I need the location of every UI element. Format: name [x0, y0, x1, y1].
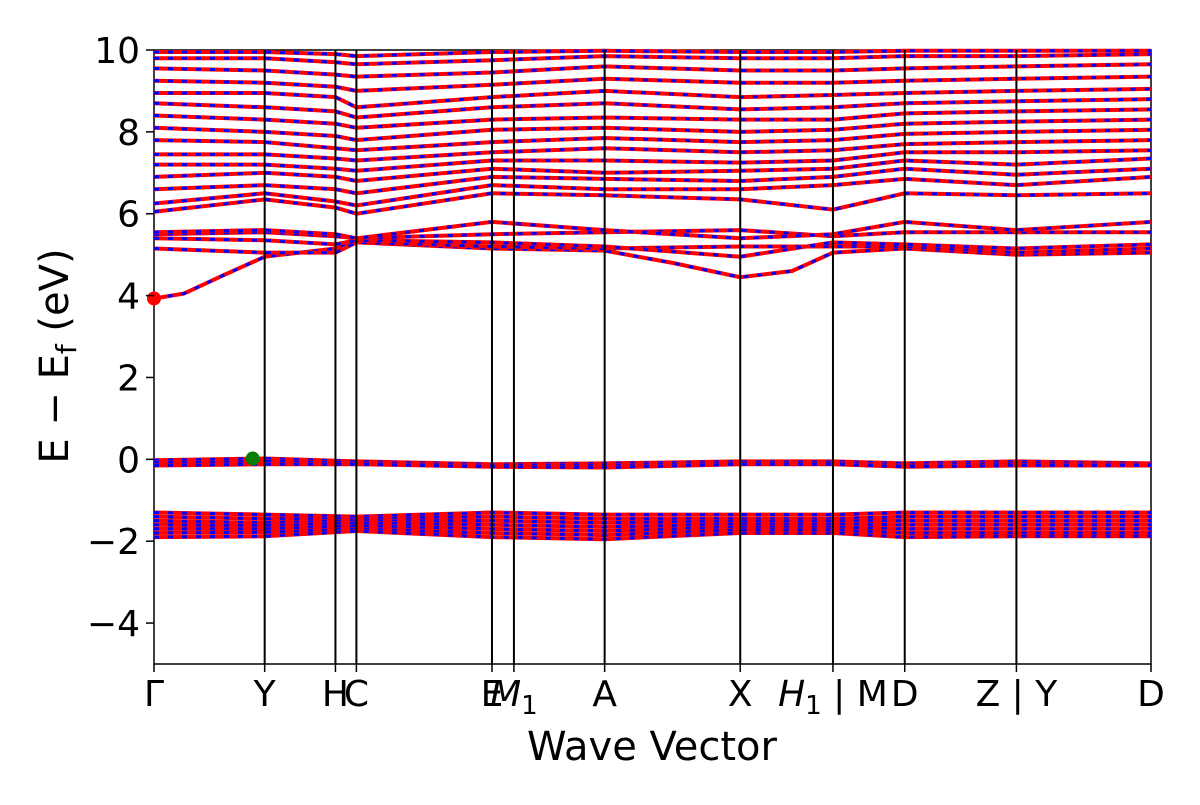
- band-line-dashed: [154, 524, 1151, 533]
- band-27: [153, 520, 1151, 529]
- x-tick-label: X: [728, 674, 753, 715]
- band-line-dashed: [153, 515, 1151, 521]
- y-tick-label: 2: [117, 358, 140, 399]
- y-axis-label: E − Ef (eV): [32, 248, 83, 463]
- x-tick-label-main: C: [344, 674, 369, 715]
- x-tick-label-main: D: [891, 674, 919, 715]
- x-tick-label: E: [481, 674, 504, 715]
- band-line-dashed: [153, 519, 1151, 525]
- band-14: [153, 107, 1152, 130]
- band-line-solid: [153, 514, 1151, 521]
- band-17: [153, 74, 1152, 93]
- band-line-dashed: [153, 521, 1151, 529]
- band-15: [153, 97, 1152, 120]
- extrema-markers: [147, 291, 260, 466]
- band-line-solid: [154, 52, 1152, 67]
- y-axis-ticks: −4 −2 0 2 4 6 8 10: [87, 31, 154, 645]
- band-line-dashed: [153, 527, 1151, 537]
- x-tick-label-main: A: [592, 674, 617, 715]
- y-tick-label: 6: [117, 195, 140, 236]
- x-tick-label-main: Γ: [144, 674, 164, 715]
- band-line-solid: [153, 62, 1152, 79]
- band-line-dashed: [153, 175, 1152, 208]
- x-tick-label-main: H: [778, 674, 805, 715]
- band-18: [153, 62, 1152, 79]
- band-line-dashed: [153, 191, 1152, 216]
- band-line-solid: [154, 148, 1152, 173]
- y-tick-label: 4: [117, 277, 140, 318]
- band-line-solid: [153, 74, 1152, 93]
- x-tick-label-main: D: [1137, 674, 1165, 715]
- x-tick-label-main: X: [728, 674, 753, 715]
- cbm-marker: [147, 291, 161, 306]
- band-line-dashed: [153, 240, 1152, 300]
- y-tick-label: −2: [87, 522, 140, 563]
- band-24: [153, 510, 1151, 519]
- x-axis-label: Wave Vector: [527, 724, 778, 770]
- band-23: [153, 462, 1151, 470]
- band-10: [154, 148, 1152, 173]
- band-30: [153, 528, 1151, 542]
- y-tick-label: 10: [94, 31, 140, 72]
- x-tick-label-main: H: [322, 674, 349, 715]
- band-19: [154, 52, 1152, 67]
- x-tick-label: M1: [490, 674, 538, 721]
- x-tick-label: D: [1137, 674, 1165, 715]
- x-tick-label-main: Z | Y: [976, 674, 1059, 715]
- x-tick-label-main: Y: [253, 674, 277, 715]
- band-29: [153, 526, 1151, 538]
- y-axis-label-unit: (eV): [32, 248, 78, 344]
- bands-layer: [153, 48, 1152, 542]
- band-25: [153, 514, 1151, 521]
- band-line-solid: [153, 107, 1152, 130]
- band-26: [153, 518, 1151, 525]
- band-line-dashed: [153, 529, 1151, 541]
- x-tick-label: Z | Y: [976, 674, 1059, 715]
- y-axis-label-subscript: f: [50, 343, 83, 354]
- band-line-solid: [153, 462, 1151, 470]
- kpath-lines: [263, 50, 1018, 664]
- band-line-dashed: [153, 462, 1151, 470]
- x-tick-label-subscript: 1: [521, 691, 538, 721]
- y-axis-label-main: E − E: [32, 354, 78, 464]
- x-tick-label: Γ: [144, 674, 164, 715]
- x-tick-label-main: M: [490, 674, 521, 715]
- x-tick-label: Y: [253, 674, 277, 715]
- x-tick-label: H: [322, 674, 349, 715]
- band-line-solid: [153, 97, 1152, 120]
- x-tick-label-suffix: | M: [822, 674, 888, 715]
- x-tick-label: C: [344, 674, 369, 715]
- band-line-dashed: [153, 240, 1152, 255]
- x-tick-label: D: [891, 674, 919, 715]
- x-tick-label-main: E: [481, 674, 504, 715]
- band-line-dashed: [154, 87, 1152, 109]
- band-28: [154, 523, 1151, 534]
- band-line-dashed: [153, 510, 1151, 519]
- y-tick-label: −4: [87, 604, 140, 645]
- vbm-marker: [245, 451, 260, 466]
- x-tick-label: H1 | M: [778, 674, 888, 721]
- x-tick-label: A: [592, 674, 617, 715]
- x-tick-label-subscript: 1: [805, 691, 822, 721]
- y-tick-label: 8: [117, 113, 140, 154]
- y-tick-label: 0: [117, 440, 140, 481]
